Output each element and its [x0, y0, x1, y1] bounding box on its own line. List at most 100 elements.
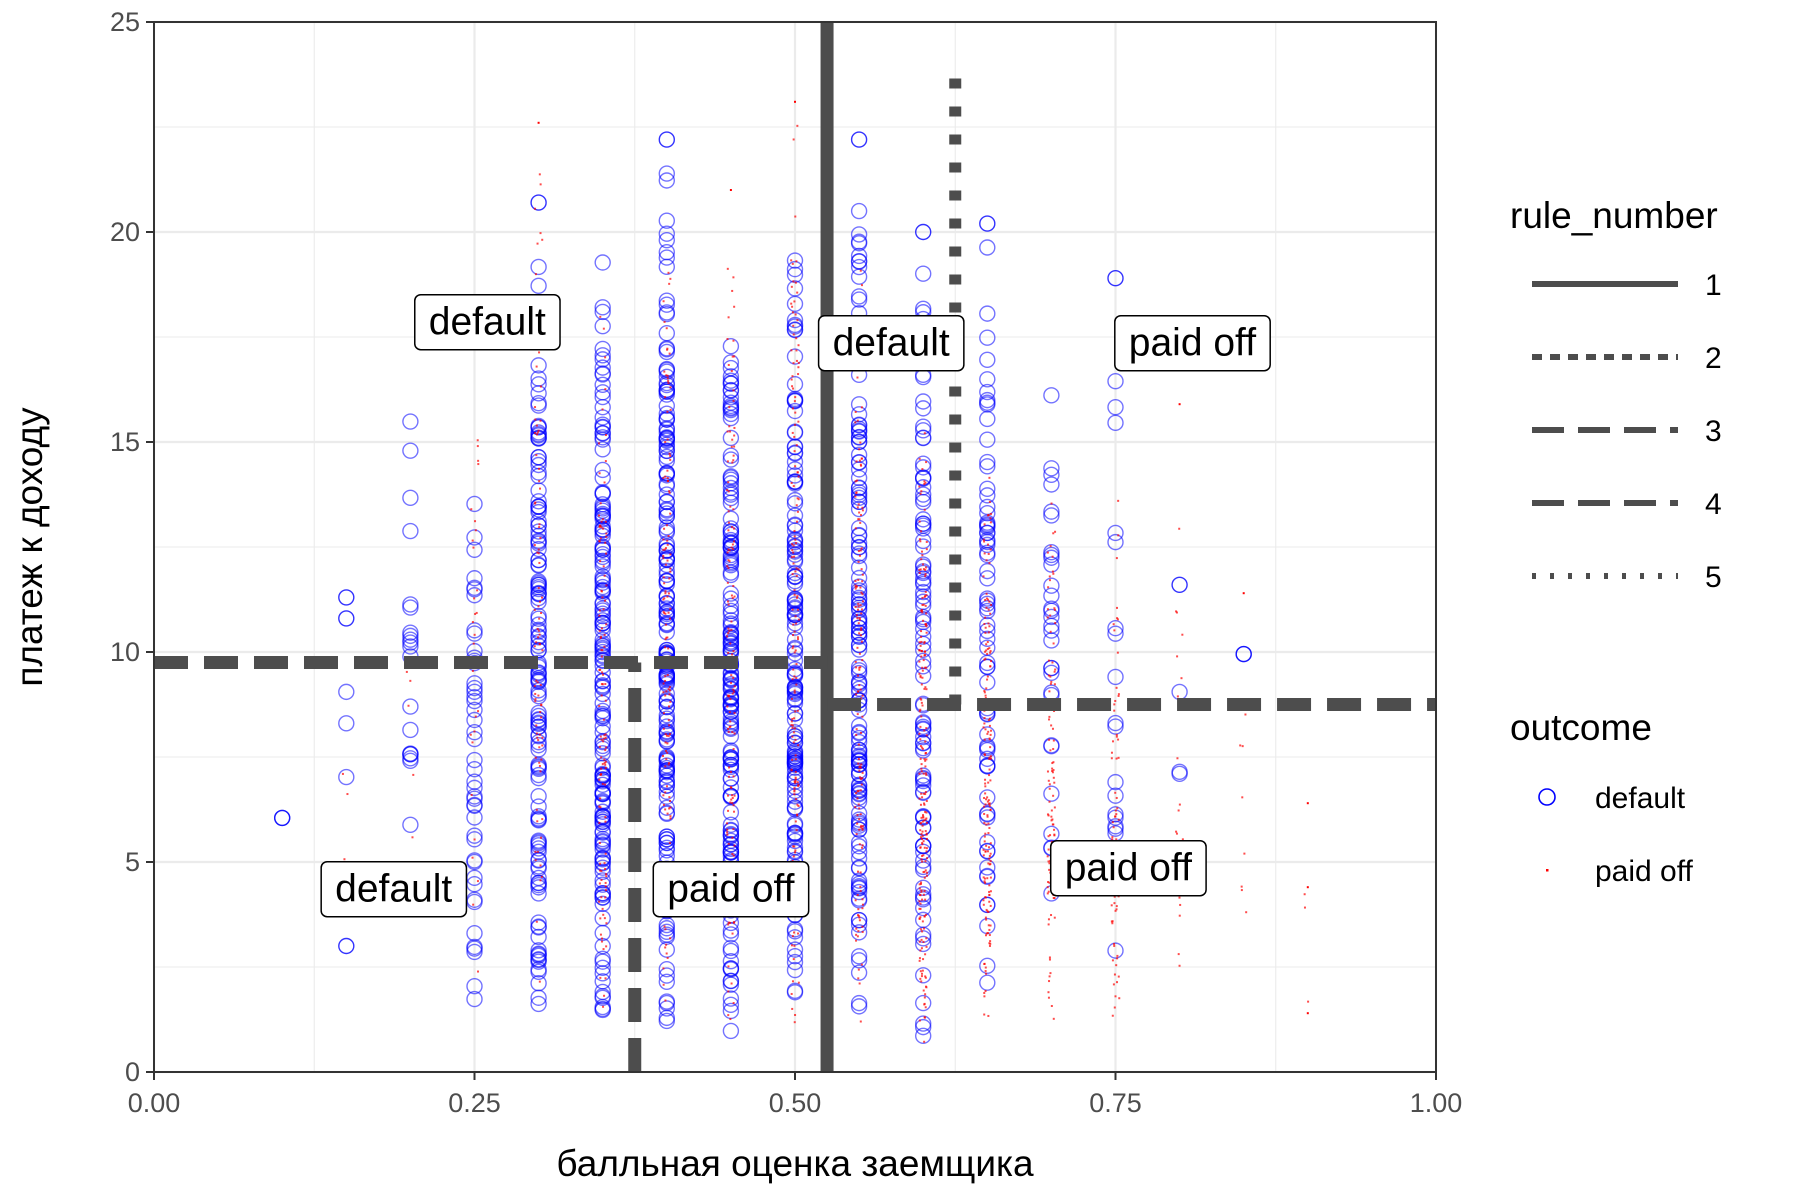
paid-off-point: [733, 685, 736, 688]
paid-off-point: [920, 975, 923, 978]
paid-off-point: [791, 543, 794, 546]
default-point: [466, 852, 483, 869]
default-point: [594, 771, 611, 788]
paid-off-point: [667, 271, 670, 274]
paid-off-point: [857, 762, 860, 765]
paid-off-point: [859, 776, 862, 779]
paid-off-point: [983, 622, 986, 625]
paid-off-point: [856, 479, 859, 482]
default-point: [658, 258, 675, 276]
paid-off-point: [988, 647, 991, 650]
default-point: [402, 442, 419, 459]
default-point: [658, 762, 675, 779]
paid-off-point: [989, 779, 992, 782]
default-point: [850, 879, 868, 896]
paid-off-point: [539, 684, 542, 687]
default-point: [915, 538, 932, 555]
paid-off-point: [792, 668, 795, 671]
default-point: [915, 715, 932, 732]
paid-off-point: [1054, 622, 1057, 625]
paid-off-point: [1113, 973, 1116, 976]
paid-off-point: [665, 943, 668, 946]
paid-off-point: [728, 629, 731, 632]
paid-off-point: [925, 817, 928, 820]
paid-off-point: [920, 610, 923, 613]
paid-off-point: [796, 803, 799, 806]
paid-off-point: [663, 925, 666, 928]
paid-off-point: [921, 820, 924, 823]
paid-off-point: [791, 758, 794, 761]
paid-off-point: [924, 573, 927, 576]
paid-off-point: [537, 605, 540, 608]
paid-off-point: [793, 717, 796, 720]
paid-off-point: [920, 630, 923, 633]
paid-off-point: [924, 759, 927, 762]
paid-off-point: [600, 940, 603, 943]
paid-off-point: [1048, 956, 1051, 959]
default-point: [658, 1012, 675, 1030]
default-point: [915, 930, 932, 947]
default-point: [594, 558, 611, 575]
paid-off-point: [604, 541, 607, 544]
paid-off-point: [662, 610, 665, 613]
paid-off-point: [666, 438, 669, 441]
paid-off-point: [731, 794, 734, 797]
paid-off-point: [604, 460, 607, 463]
paid-off-point: [667, 611, 670, 614]
paid-off-point: [793, 931, 796, 934]
paid-off-point: [600, 648, 603, 651]
default-point: [594, 318, 611, 335]
default-point: [722, 625, 740, 642]
default-point: [594, 965, 611, 982]
paid-off-point: [540, 836, 543, 839]
legend-outcome-label: paid off: [1595, 855, 1694, 888]
paid-off-point: [730, 445, 733, 448]
paid-off-point: [792, 544, 795, 547]
paid-off-point: [795, 359, 798, 362]
paid-off-point: [860, 591, 863, 594]
paid-off-point: [536, 627, 539, 630]
paid-off-point: [859, 463, 862, 466]
paid-off-point: [984, 626, 987, 629]
paid-off-point: [1052, 823, 1055, 826]
default-point: [530, 557, 547, 574]
paid-off-point: [662, 803, 665, 806]
paid-off-point: [1050, 815, 1053, 818]
paid-off-point: [790, 259, 793, 262]
paid-off-point: [796, 595, 799, 598]
paid-off-point: [856, 419, 859, 422]
paid-off-point: [796, 124, 799, 127]
paid-off-point: [984, 657, 987, 660]
paid-off-point: [1112, 983, 1115, 986]
paid-off-point: [1051, 767, 1054, 770]
paid-off-point: [794, 538, 797, 541]
default-point: [979, 602, 996, 620]
paid-off-point: [662, 983, 665, 986]
paid-off-point: [791, 375, 794, 378]
paid-off-point: [855, 460, 858, 463]
default-point: [594, 303, 611, 321]
paid-off-point: [922, 940, 925, 943]
paid-off-point: [1053, 916, 1056, 919]
paid-off-point: [925, 821, 928, 824]
paid-off-point: [988, 500, 991, 503]
default-point: [1107, 787, 1124, 804]
paid-off-point: [733, 434, 736, 437]
paid-off-point: [984, 616, 987, 619]
paid-off-point: [854, 495, 857, 498]
default-point: [530, 840, 547, 857]
default-point: [850, 662, 868, 679]
paid-off-point: [1303, 906, 1306, 909]
default-point: [530, 642, 547, 659]
legend-outcome-key-default: [1538, 788, 1556, 806]
paid-off-point: [919, 846, 922, 849]
paid-off-point: [855, 833, 858, 836]
default-point: [850, 547, 868, 565]
paid-off-point: [921, 666, 924, 669]
paid-off-point: [473, 633, 476, 636]
paid-off-point: [535, 724, 538, 727]
default-point: [850, 527, 868, 544]
paid-off-point: [921, 969, 924, 972]
default-point: [786, 260, 804, 278]
